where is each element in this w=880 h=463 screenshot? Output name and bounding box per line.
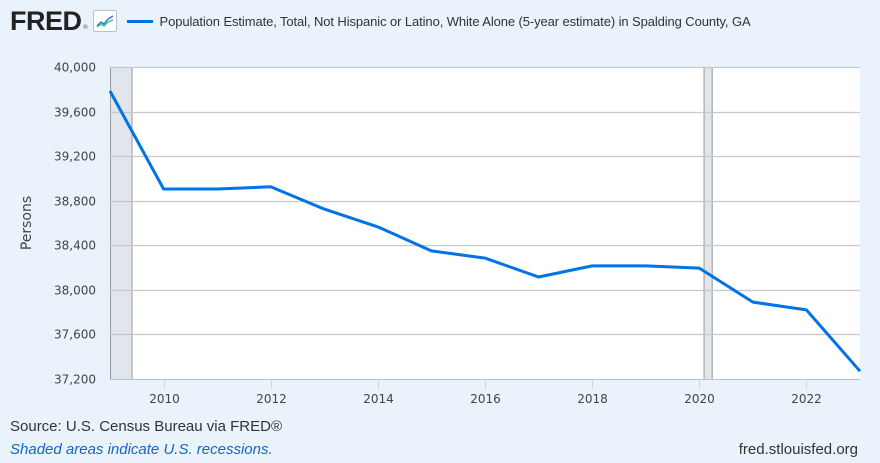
y-tick-label: 38,800 xyxy=(54,195,96,209)
fred-logo[interactable]: FRED xyxy=(10,6,82,36)
recession-bands xyxy=(110,67,713,379)
x-tick-label: 2022 xyxy=(791,392,822,406)
data-point[interactable] xyxy=(804,308,808,312)
x-axis-ticks: 2010 2012 2014 2016 2018 2020 2022 xyxy=(149,379,822,406)
data-point[interactable] xyxy=(162,187,166,191)
data-point[interactable] xyxy=(483,256,487,260)
data-point[interactable] xyxy=(215,187,219,191)
data-point[interactable] xyxy=(108,89,112,93)
recession-note[interactable]: Shaded areas indicate U.S. recessions. xyxy=(10,441,273,458)
data-point[interactable] xyxy=(269,185,273,189)
y-tick-label: 37,200 xyxy=(54,373,96,387)
x-tick-label: 2014 xyxy=(363,392,394,406)
data-point[interactable] xyxy=(537,275,541,279)
plot-area xyxy=(110,67,860,379)
y-tick-label: 39,200 xyxy=(54,150,96,164)
source-text: Source: U.S. Census Bureau via FRED® xyxy=(10,418,282,435)
data-point[interactable] xyxy=(429,249,433,253)
x-tick-label: 2016 xyxy=(470,392,501,406)
recession-band xyxy=(110,67,133,379)
data-point[interactable] xyxy=(751,300,755,304)
y-tick-label: 39,600 xyxy=(54,106,96,120)
line-chart-icon xyxy=(92,10,117,32)
data-point[interactable] xyxy=(376,225,380,229)
x-tick-label: 2020 xyxy=(684,392,715,406)
data-point[interactable] xyxy=(858,369,862,373)
y-axis-label: Persons xyxy=(19,196,35,250)
chart-title: Population Estimate, Total, Not Hispanic… xyxy=(159,13,751,29)
y-tick-label: 37,600 xyxy=(54,328,96,342)
y-tick-label: 40,000 xyxy=(54,61,96,75)
y-tick-label: 38,400 xyxy=(54,239,96,253)
data-point[interactable] xyxy=(644,264,648,268)
x-tick-label: 2018 xyxy=(577,392,608,406)
y-tick-label: 38,000 xyxy=(54,284,96,298)
x-tick-label: 2012 xyxy=(256,392,287,406)
fred-url[interactable]: fred.stlouisfed.org xyxy=(738,441,858,458)
recession-band xyxy=(703,67,713,379)
x-tick-label: 2010 xyxy=(149,392,180,406)
data-point[interactable] xyxy=(322,207,326,211)
data-point[interactable] xyxy=(697,266,701,270)
y-axis-ticks: 37,200 37,600 38,000 38,400 38,800 39,200 39,6… xyxy=(54,61,96,387)
data-point[interactable] xyxy=(590,264,594,268)
chart-header: FRED ® Population Estimate, Total, Not H… xyxy=(10,6,751,36)
series-line[interactable] xyxy=(108,90,862,373)
legend-swatch xyxy=(126,19,153,23)
registered-mark: ® xyxy=(82,24,89,31)
